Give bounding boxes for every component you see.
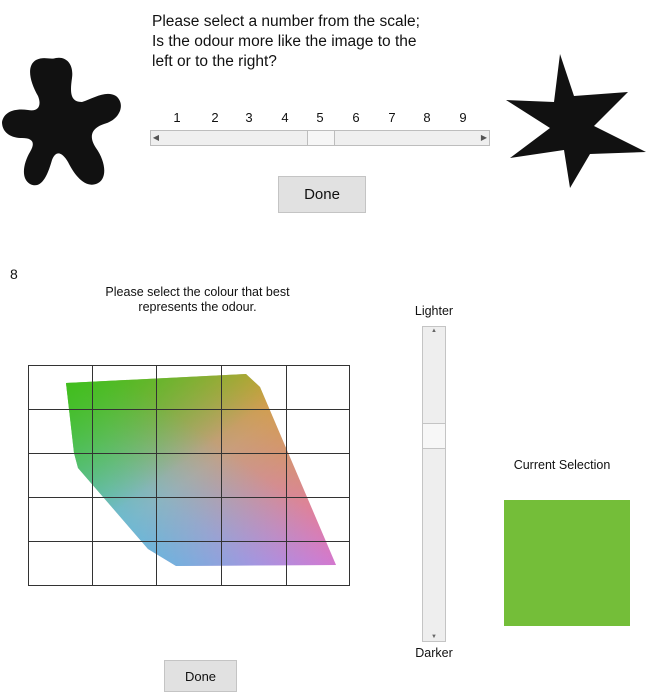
scale-number-7: 7	[388, 110, 396, 125]
lighter-label: Lighter	[414, 304, 454, 318]
scale-number-9: 9	[459, 110, 467, 125]
scale-number-8: 8	[423, 110, 431, 125]
current-selection-label: Current Selection	[513, 458, 611, 472]
prompt-line: Please select the colour that best	[105, 285, 290, 299]
spiky-star-icon	[500, 50, 650, 190]
colour-gamut-picker[interactable]	[28, 365, 350, 587]
prompt-line: left or to the right?	[152, 53, 277, 70]
scale-number-3: 3	[245, 110, 253, 125]
scroll-up-arrow-icon[interactable]: ▲	[431, 328, 437, 334]
scale-number-1: 1	[173, 110, 181, 125]
prompt-line: Is the odour more like the image to the	[152, 33, 417, 50]
scroll-right-arrow-icon[interactable]: ▶	[480, 133, 488, 142]
prompt-line: represents the odour.	[138, 300, 257, 314]
scale-number-5: 5	[316, 110, 324, 125]
done-button-colour[interactable]: Done	[164, 660, 237, 692]
darker-label: Darker	[415, 646, 453, 660]
question-number: 8	[10, 266, 18, 282]
scale-number-2: 2	[211, 110, 219, 125]
shape-scale-slider[interactable]: ◀ ▶	[150, 130, 490, 146]
lightness-slider[interactable]: ▲ ▼	[422, 326, 446, 642]
shape-scale-thumb[interactable]	[307, 130, 335, 146]
done-button-shape[interactable]: Done	[278, 176, 366, 213]
scale-number-4: 4	[281, 110, 289, 125]
scale-number-6: 6	[352, 110, 360, 125]
current-selection-swatch	[504, 500, 630, 626]
odour-shape-prompt: Please select a number from the scale; I…	[152, 12, 452, 72]
lightness-slider-thumb[interactable]	[422, 422, 446, 449]
rounded-blob-icon	[0, 50, 128, 190]
colour-prompt: Please select the colour that best repre…	[80, 285, 315, 315]
prompt-line: Please select a number from the scale;	[152, 13, 420, 30]
scroll-left-arrow-icon[interactable]: ◀	[152, 133, 160, 142]
scroll-down-arrow-icon[interactable]: ▼	[431, 634, 437, 640]
